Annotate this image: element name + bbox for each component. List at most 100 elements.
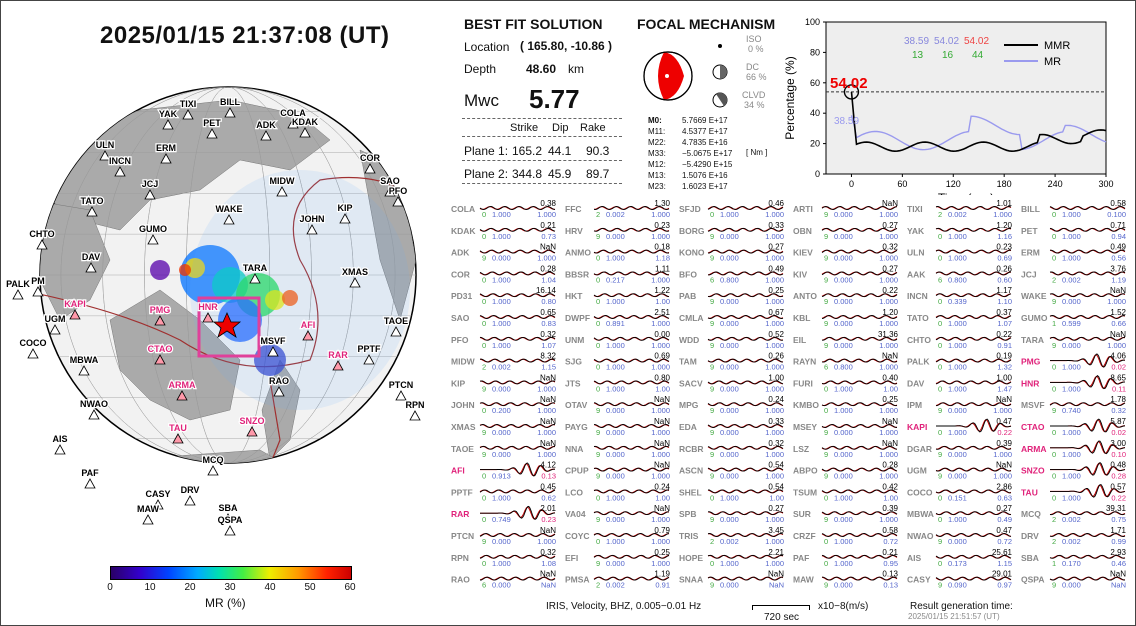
amplitude-value: 1.01 <box>996 199 1012 208</box>
observed-waveform <box>479 336 556 341</box>
station-label: WAKE <box>216 204 243 214</box>
amplitude-value: NaN <box>996 395 1012 404</box>
gen-time-label: Result generation time: <box>910 601 1013 612</box>
divider <box>462 136 622 137</box>
vr-value: 1.000 <box>879 210 898 219</box>
station-marker-icon <box>154 315 166 326</box>
plane1-dip: 44.1 <box>548 144 572 158</box>
station-label: PTCN <box>389 380 414 390</box>
shift-value: 9 <box>938 450 942 459</box>
col-dip: Dip <box>552 122 569 134</box>
observed-waveform <box>479 249 556 254</box>
cc-value: 0.000 <box>492 384 511 393</box>
vr-value: 1.000 <box>765 559 784 568</box>
shift-value: 9 <box>482 384 486 393</box>
shift-value: 9 <box>710 406 714 415</box>
observed-waveform <box>479 293 556 298</box>
station-name: ANTO <box>793 291 817 301</box>
station-name: ARMA <box>1021 444 1047 454</box>
vr-value: 1.00 <box>655 297 670 306</box>
observed-waveform <box>1049 402 1126 407</box>
amplitude-value: 0.49 <box>768 264 784 273</box>
mr-series <box>850 115 1107 151</box>
cc-value: 0.000 <box>834 297 853 306</box>
shift-value: 9 <box>824 210 828 219</box>
y-tick-label: 100 <box>805 17 820 27</box>
amplitude-value: 0.27 <box>882 221 898 230</box>
cc-value: 1.000 <box>492 559 511 568</box>
station-label: BILL <box>220 97 240 107</box>
vr-value: 1.000 <box>651 472 670 481</box>
cc-value: 0.000 <box>1062 581 1081 590</box>
amplitude-value: 1.30 <box>654 199 670 208</box>
station-label: PET <box>203 118 221 128</box>
station-name: PMG <box>1021 357 1041 367</box>
cc-value: 0.000 <box>720 363 739 372</box>
mmr-time-series-chart: 0 20 40 60 80 100 0 60 120 180 240 300 Time (sec) Per… <box>783 17 1114 195</box>
plane2-strike: 344.8 <box>512 167 543 181</box>
station-name: ERM <box>1021 248 1040 258</box>
station-name: UGM <box>907 466 927 476</box>
observed-waveform <box>479 380 556 385</box>
station-name: EFI <box>565 553 578 563</box>
station-label: PMG <box>150 305 171 315</box>
observed-waveform <box>821 206 898 210</box>
shift-value: 0 <box>1052 472 1056 481</box>
amplitude-value: 1.52 <box>1110 308 1126 317</box>
vr-value: 0.11 <box>1112 384 1126 393</box>
observed-waveform <box>479 206 556 210</box>
observed-waveform <box>935 467 1012 472</box>
observed-waveform <box>1050 375 1126 390</box>
observed-waveform <box>707 467 784 472</box>
shift-value: 9 <box>710 341 714 350</box>
vr-value: 1.000 <box>765 472 784 481</box>
cc-value: 0.000 <box>606 406 625 415</box>
moment-value: 4.7835 E+16 <box>682 138 728 147</box>
cc-value: 0.002 <box>948 210 967 219</box>
shift-value: 9 <box>710 472 714 481</box>
observed-waveform <box>593 445 670 450</box>
station-label: RPN <box>405 400 424 410</box>
station-name: RAYN <box>793 357 816 367</box>
depth-unit: km <box>568 62 584 76</box>
station-marker-icon <box>176 390 188 401</box>
station-name: BFO <box>679 269 697 279</box>
station-label: MSVF <box>260 336 286 346</box>
vr-value: 0.28 <box>1111 472 1126 481</box>
amplitude-value: 0.47 <box>996 526 1012 535</box>
shift-value: 0 <box>824 384 828 393</box>
colorbar-tick: 20 <box>184 582 196 593</box>
station-marker-icon <box>36 239 48 250</box>
amplitude-value: 0.28 <box>540 264 556 273</box>
station-name: ABPO <box>793 466 818 476</box>
shift-value: 0 <box>1052 210 1056 219</box>
shift-value: 2 <box>596 210 600 219</box>
vr-value: 1.000 <box>1107 297 1126 306</box>
depth-label: Depth <box>464 62 497 76</box>
cc-value: 0.000 <box>948 472 967 481</box>
mr-region <box>179 264 191 276</box>
amplitude-value: 0.38 <box>540 199 556 208</box>
plane2-dip: 45.9 <box>548 167 572 181</box>
cc-value: 1.000 <box>720 559 739 568</box>
col-strike: Strike <box>510 122 539 134</box>
vr-value: 0.22 <box>1111 493 1126 502</box>
cc-value: 1.000 <box>1062 232 1081 241</box>
station-name: LSZ <box>793 444 809 454</box>
station-name: PALK <box>907 357 930 367</box>
amplitude-value: 2.51 <box>654 308 670 317</box>
vr-value: 1.000 <box>651 363 670 372</box>
vr-value: 1.000 <box>537 254 556 263</box>
station-name: JCJ <box>1021 269 1037 279</box>
amplitude-value: NaN <box>882 352 898 361</box>
station-name: KBL <box>793 313 810 323</box>
cc-value: 1.000 <box>948 515 967 524</box>
vr-value: 1.000 <box>879 297 898 306</box>
station-marker-icon <box>364 163 376 174</box>
amplitude-value: 0.71 <box>1110 221 1126 230</box>
dc-value: 66 % <box>746 72 767 82</box>
amplitude-value: 0.32 <box>768 439 784 448</box>
vr-value: 1.000 <box>651 515 670 524</box>
station-marker-icon <box>223 214 235 225</box>
station-name: VA04 <box>565 509 586 519</box>
